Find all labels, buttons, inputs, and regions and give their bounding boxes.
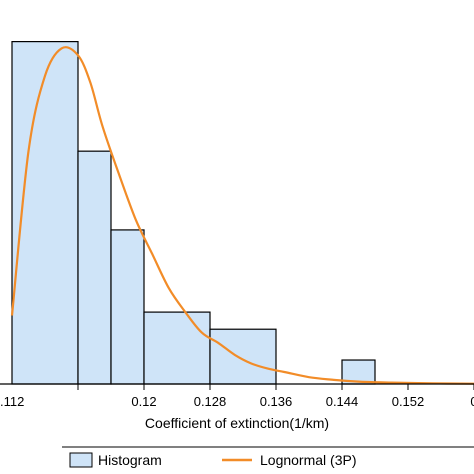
x-tick-label: 0.136 bbox=[260, 394, 293, 409]
x-tick-label: 0.12 bbox=[131, 394, 156, 409]
bars-layer bbox=[11, 40, 376, 385]
x-tick-label: 0.152 bbox=[392, 394, 425, 409]
x-tick-label: 0.144 bbox=[326, 394, 359, 409]
x-ticks: .112 0.12 0.128 0.136 0.144 0.152 0 bbox=[0, 384, 474, 409]
histogram-bar bbox=[110, 229, 145, 385]
histogram-bar bbox=[209, 328, 277, 385]
legend-lognormal-label: Lognormal (3P) bbox=[260, 452, 357, 468]
x-axis-title: Coefficient of extinction(1/km) bbox=[145, 415, 329, 431]
legend: Histogram Lognormal (3P) bbox=[62, 446, 474, 468]
histogram-bar bbox=[77, 150, 112, 385]
legend-histogram-label: Histogram bbox=[98, 452, 162, 468]
lognormal-curve-line bbox=[10, 46, 474, 385]
curve-layer bbox=[10, 46, 474, 385]
histogram-bar bbox=[11, 40, 79, 385]
x-tick-label: 0 bbox=[470, 394, 474, 409]
x-tick-label: .112 bbox=[0, 394, 24, 409]
x-tick-label: 0.128 bbox=[194, 394, 227, 409]
histogram-bar bbox=[143, 311, 211, 385]
legend-histogram-swatch bbox=[69, 452, 93, 468]
